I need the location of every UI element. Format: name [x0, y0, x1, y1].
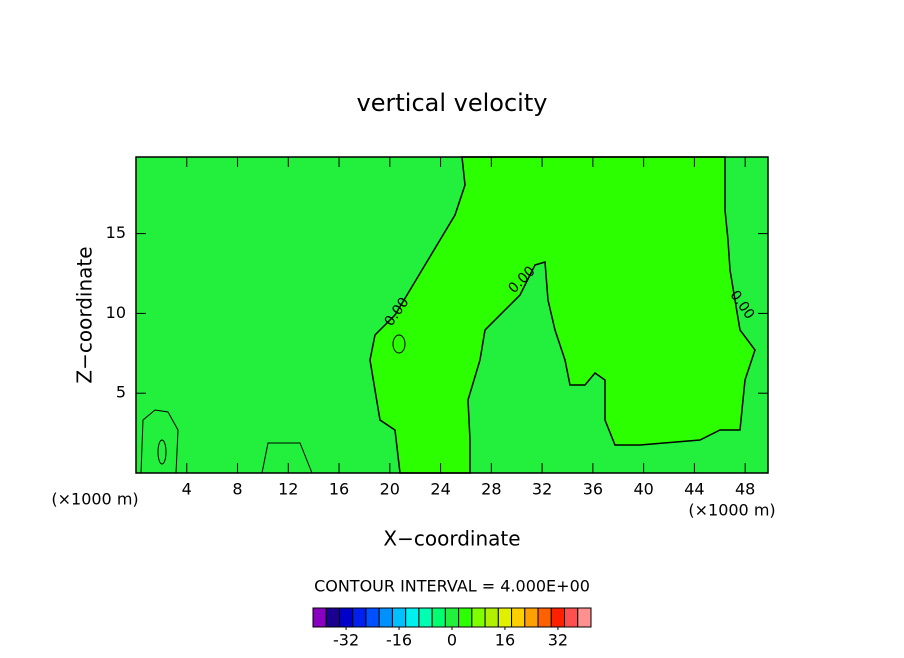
colorbar-box [352, 607, 367, 628]
x-tick-label: 36 [583, 480, 603, 499]
colorbar-box [524, 607, 539, 628]
x-tick-label: 48 [735, 480, 755, 499]
colorbar-box [418, 607, 433, 628]
colorbar-box [511, 607, 526, 628]
x-tick-label: 28 [481, 480, 501, 499]
colorbar-box [458, 607, 473, 628]
contour-interval: CONTOUR INTERVAL = 4.000E+00 [314, 577, 590, 596]
contour-line [157, 439, 167, 465]
colorbar-tick-label: -32 [333, 631, 359, 650]
contour-region [369, 156, 756, 474]
x-tick-label: 8 [232, 480, 242, 499]
colorbar-tick-label: 32 [548, 631, 568, 650]
colorbar-tick-label: 16 [495, 631, 515, 650]
plot-frame [135, 156, 769, 474]
x-tick-label: 12 [278, 480, 298, 499]
x-tick-label: 16 [329, 480, 349, 499]
y-tick-label: 10 [106, 303, 126, 322]
x-tick-label: 40 [633, 480, 653, 499]
x-tick-label: 20 [380, 480, 400, 499]
colorbar-box [444, 607, 460, 628]
colorbar-box [497, 607, 513, 628]
x-tick-label: 4 [182, 480, 192, 499]
colorbar-box [391, 607, 407, 628]
contour-line [392, 334, 406, 354]
colorbar-box [564, 607, 579, 628]
colorbar-box [537, 607, 552, 628]
colorbar-box [365, 607, 380, 628]
y-tick-label: 15 [106, 223, 126, 242]
y-tick-label: 5 [116, 383, 126, 402]
colorbar-box [431, 607, 446, 628]
colorbar-box [378, 607, 393, 628]
contour-line [261, 442, 313, 474]
contour-line [140, 409, 179, 474]
colorbar-box [471, 607, 486, 628]
x-tick-label: 32 [532, 480, 552, 499]
unit-label: (×1000 m) [688, 501, 775, 520]
colorbar-box [338, 607, 354, 628]
colorbar-tick-label: 0 [447, 631, 457, 650]
colorbar-box [550, 607, 566, 628]
y-axis-label: Z−coordinate [73, 246, 97, 383]
colorbar-box [405, 607, 420, 628]
unit-label: (×1000 m) [51, 490, 138, 509]
x-tick-label: 44 [684, 480, 704, 499]
colorbar-tick-label: -16 [386, 631, 412, 650]
colorbar-box [577, 607, 592, 628]
colorbar-box [484, 607, 499, 628]
x-axis-label: X−coordinate [383, 527, 520, 551]
chart-title: vertical velocity [357, 89, 548, 117]
x-tick-label: 24 [430, 480, 450, 499]
colorbar-box [325, 607, 340, 628]
colorbar-box [312, 607, 327, 628]
